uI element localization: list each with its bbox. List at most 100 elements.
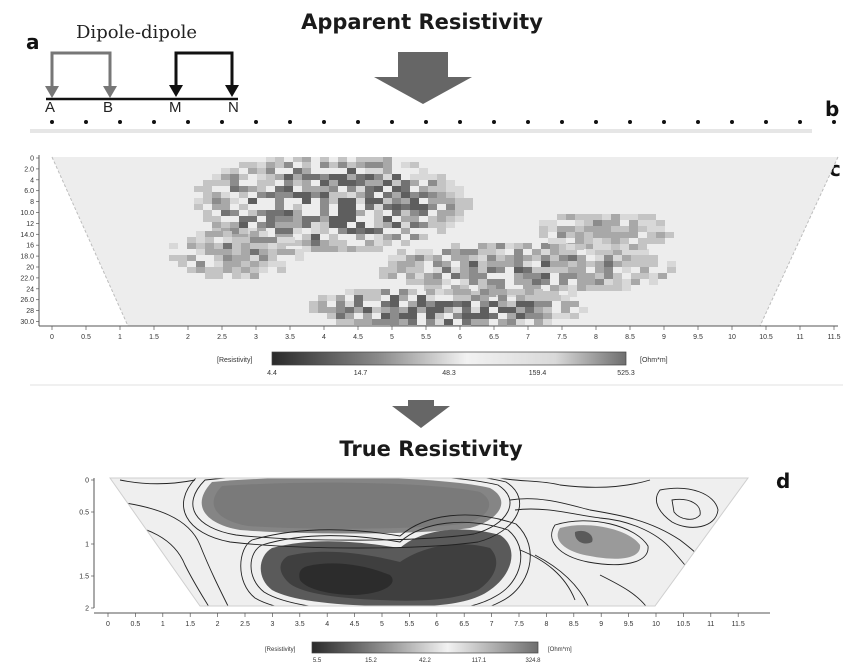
pseudosection-cell [525,313,534,319]
pseudosection-cell [383,192,392,198]
pseudosection-cell [534,313,543,319]
pseudosection-cell [667,261,676,267]
arrow-down-icon-top [374,52,472,104]
pseudosection-cell [541,267,550,273]
pseudosection-cell [345,307,354,313]
pseudosection-cell [383,222,392,228]
pseudosection-cell [345,319,354,325]
pseudosection-x-ticks: 0 0.5 1 1.5 2 2.5 3 3.5 4 4.5 5 5.5 6 6.5 7 7.5 8 8.5 9 9.5… [50,326,841,341]
pseudosection-cell [408,301,417,307]
pseudosection-cell [178,261,187,267]
pseudosection-cell [311,234,320,240]
pseudosection-cell [329,246,338,252]
pseudosection-cell [561,307,570,313]
pseudosection-cell [539,232,548,238]
pseudosection-cell [532,255,541,261]
pseudosection-cell [347,174,356,180]
pseudosection-cell [428,204,437,210]
pseudosection-cell [194,204,203,210]
pseudosection-cell [469,291,478,297]
pseudosection-cell [275,186,284,192]
pseudosection-cell [356,210,365,216]
pseudosection-cell [471,313,480,319]
pseudosection-cell [426,313,435,319]
depth-tick-label: 2 [85,606,89,613]
pseudosection-cell [640,255,649,261]
pseudosection-cell [419,174,428,180]
pseudosection-cell [480,289,489,295]
pseudosection-cell [541,291,550,297]
pseudosection-cell [232,243,241,249]
depth-tick-label: 8 [30,199,34,206]
pseudosection-cell [559,243,568,249]
pseudosection-cell [424,273,433,279]
x-tick-label: 11.5 [827,334,840,341]
pseudosection-cell [410,174,419,180]
pseudosection-cell [498,319,507,325]
pseudosection-cell [604,279,613,285]
pseudosection-cell [435,301,444,307]
pseudosection-cell [302,234,311,240]
pseudosection-cell [568,273,577,279]
pseudosection-cell [336,295,345,301]
pseudosection-cell [415,261,424,267]
electrode-dot [390,120,394,124]
pseudosection-cell [437,210,446,216]
pseudosection-cell [541,279,550,285]
pseudosection-cell [620,226,629,232]
pseudosection-cell [604,285,613,291]
pseudosection-cell [638,238,647,244]
pseudosection-cell [347,228,356,234]
pseudosection-cell [557,226,566,232]
x-tick-label: 7 [526,334,530,341]
pseudosection-cell [356,180,365,186]
pseudosection-cell [401,216,410,222]
pseudosection-cell [383,198,392,204]
pseudosection-cell [437,174,446,180]
pseudosection-cell [455,210,464,216]
electrode-dot [696,120,700,124]
pseudosection-cell [417,295,426,301]
pseudosection-cell [302,180,311,186]
pseudosection-cell [212,204,221,210]
pseudosection-cell [205,237,214,243]
pseudosection-cell [496,249,505,255]
pseudosection-cell [462,295,471,301]
pseudosection-cell [480,319,489,325]
colorbar2-tick-label: 5.5 [313,658,322,664]
pseudosection-cell [426,289,435,295]
pseudosection-cell [356,192,365,198]
electrode-dots [50,120,836,124]
pseudosection-cell [435,319,444,325]
pseudosection-cell [250,243,259,249]
colorbar2-tick-label: 42.2 [419,658,431,664]
pseudosection-cell [523,267,532,273]
arrow-down-icon-m [169,85,183,97]
pseudosection-cell [356,228,365,234]
pseudosection-cell [593,214,602,220]
pseudosection-cell [464,204,473,210]
electrode-dot [526,120,530,124]
pseudosection-cell [523,279,532,285]
pseudosection-cell [613,279,622,285]
x-tick-label: 7.5 [557,334,567,341]
pseudosection-cell [338,246,347,252]
pseudosection-cell [221,204,230,210]
pseudosection-cell [223,255,232,261]
pseudosection-cell [214,255,223,261]
pseudosection-cell [577,267,586,273]
pseudosection-cell [451,267,460,273]
pseudosection-cell [514,243,523,249]
pseudosection-cell [575,238,584,244]
pseudosection-cell [302,186,311,192]
pseudosection-cell [194,186,203,192]
pseudosection-cell [311,174,320,180]
depth-tick-label: 24 [26,286,34,293]
pseudosection-cell [507,313,516,319]
pseudosection-cell [365,174,374,180]
pseudosection-cell [534,289,543,295]
pseudosection-cell [221,198,230,204]
x-tick-label: 5 [380,621,384,628]
pseudosection-cell [584,238,593,244]
depth-tick-label: 28 [26,308,34,315]
